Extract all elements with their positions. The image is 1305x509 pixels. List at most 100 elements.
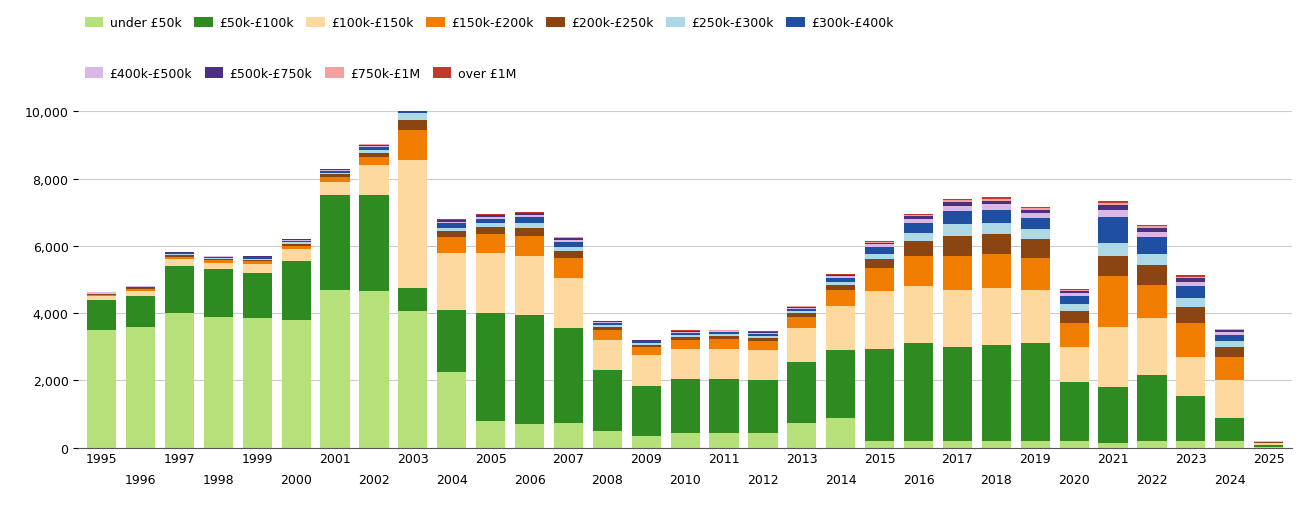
Bar — [748, 334, 778, 336]
Bar — [476, 235, 505, 253]
Bar — [826, 351, 855, 418]
Bar — [865, 441, 894, 448]
Bar — [787, 314, 817, 317]
Bar — [826, 290, 855, 307]
Bar — [1254, 445, 1283, 447]
Bar — [1060, 312, 1088, 324]
Bar — [904, 441, 933, 448]
Bar — [1176, 307, 1206, 324]
Bar — [1215, 348, 1244, 357]
Bar — [476, 215, 505, 216]
Bar — [1138, 285, 1167, 319]
Bar — [359, 157, 389, 166]
Bar — [476, 228, 505, 235]
Bar — [942, 347, 972, 441]
Bar — [476, 224, 505, 228]
Bar — [1215, 418, 1244, 441]
Bar — [1138, 238, 1167, 254]
Bar — [127, 290, 155, 292]
Bar — [942, 225, 972, 236]
Bar — [787, 362, 817, 422]
Bar — [671, 340, 699, 350]
Bar — [1138, 319, 1167, 376]
Bar — [476, 217, 505, 219]
Bar — [1021, 230, 1049, 240]
Bar — [826, 275, 855, 276]
Bar — [632, 342, 660, 344]
Bar — [710, 433, 739, 448]
Bar — [592, 327, 622, 330]
Bar — [553, 238, 583, 239]
Bar — [904, 257, 933, 287]
Legend: £400k-£500k, £500k-£750k, £750k-£1M, over £1M: £400k-£500k, £500k-£750k, £750k-£1M, ove… — [85, 68, 515, 81]
Bar — [515, 223, 544, 229]
Bar — [748, 336, 778, 338]
Bar — [1254, 443, 1283, 445]
Bar — [904, 223, 933, 233]
Bar — [1060, 289, 1088, 290]
Bar — [1138, 229, 1167, 233]
Bar — [1138, 233, 1167, 238]
Bar — [592, 322, 622, 323]
Bar — [1215, 332, 1244, 335]
Bar — [515, 218, 544, 223]
Bar — [710, 349, 739, 379]
Bar — [437, 224, 466, 228]
Bar — [243, 319, 271, 448]
Bar — [282, 243, 311, 244]
Bar — [282, 244, 311, 246]
Bar — [1021, 211, 1049, 214]
Bar — [748, 333, 778, 334]
Bar — [515, 216, 544, 218]
Bar — [553, 240, 583, 242]
Bar — [1176, 357, 1206, 396]
Bar — [710, 379, 739, 433]
Bar — [164, 255, 194, 256]
Bar — [1138, 266, 1167, 285]
Bar — [904, 287, 933, 344]
Bar — [1215, 342, 1244, 348]
Bar — [127, 292, 155, 297]
Bar — [553, 251, 583, 258]
Bar — [748, 381, 778, 433]
Bar — [204, 257, 232, 258]
Bar — [632, 436, 660, 448]
Bar — [164, 257, 194, 260]
Bar — [592, 325, 622, 327]
Bar — [1060, 291, 1088, 294]
Bar — [282, 240, 311, 241]
Bar — [515, 315, 544, 425]
Bar — [942, 201, 972, 203]
Bar — [1176, 298, 1206, 307]
Bar — [1176, 396, 1206, 441]
Bar — [398, 312, 428, 448]
Bar — [1176, 282, 1206, 287]
Bar — [127, 297, 155, 327]
Bar — [671, 380, 699, 434]
Bar — [359, 148, 389, 151]
Bar — [865, 260, 894, 268]
Bar — [865, 268, 894, 292]
Bar — [787, 308, 817, 309]
Bar — [710, 337, 739, 340]
Bar — [710, 340, 739, 349]
Bar — [1060, 347, 1088, 382]
Bar — [164, 267, 194, 314]
Bar — [748, 338, 778, 341]
Bar — [748, 351, 778, 381]
Bar — [1099, 243, 1128, 257]
Bar — [1176, 277, 1206, 279]
Bar — [321, 170, 350, 171]
Bar — [1021, 218, 1049, 230]
Bar — [282, 250, 311, 262]
Bar — [1060, 305, 1088, 312]
Bar — [826, 278, 855, 282]
Bar — [748, 433, 778, 448]
Bar — [787, 317, 817, 329]
Bar — [87, 300, 116, 330]
Bar — [321, 175, 350, 178]
Bar — [632, 344, 660, 345]
Bar — [553, 422, 583, 448]
Bar — [981, 441, 1011, 448]
Bar — [748, 341, 778, 351]
